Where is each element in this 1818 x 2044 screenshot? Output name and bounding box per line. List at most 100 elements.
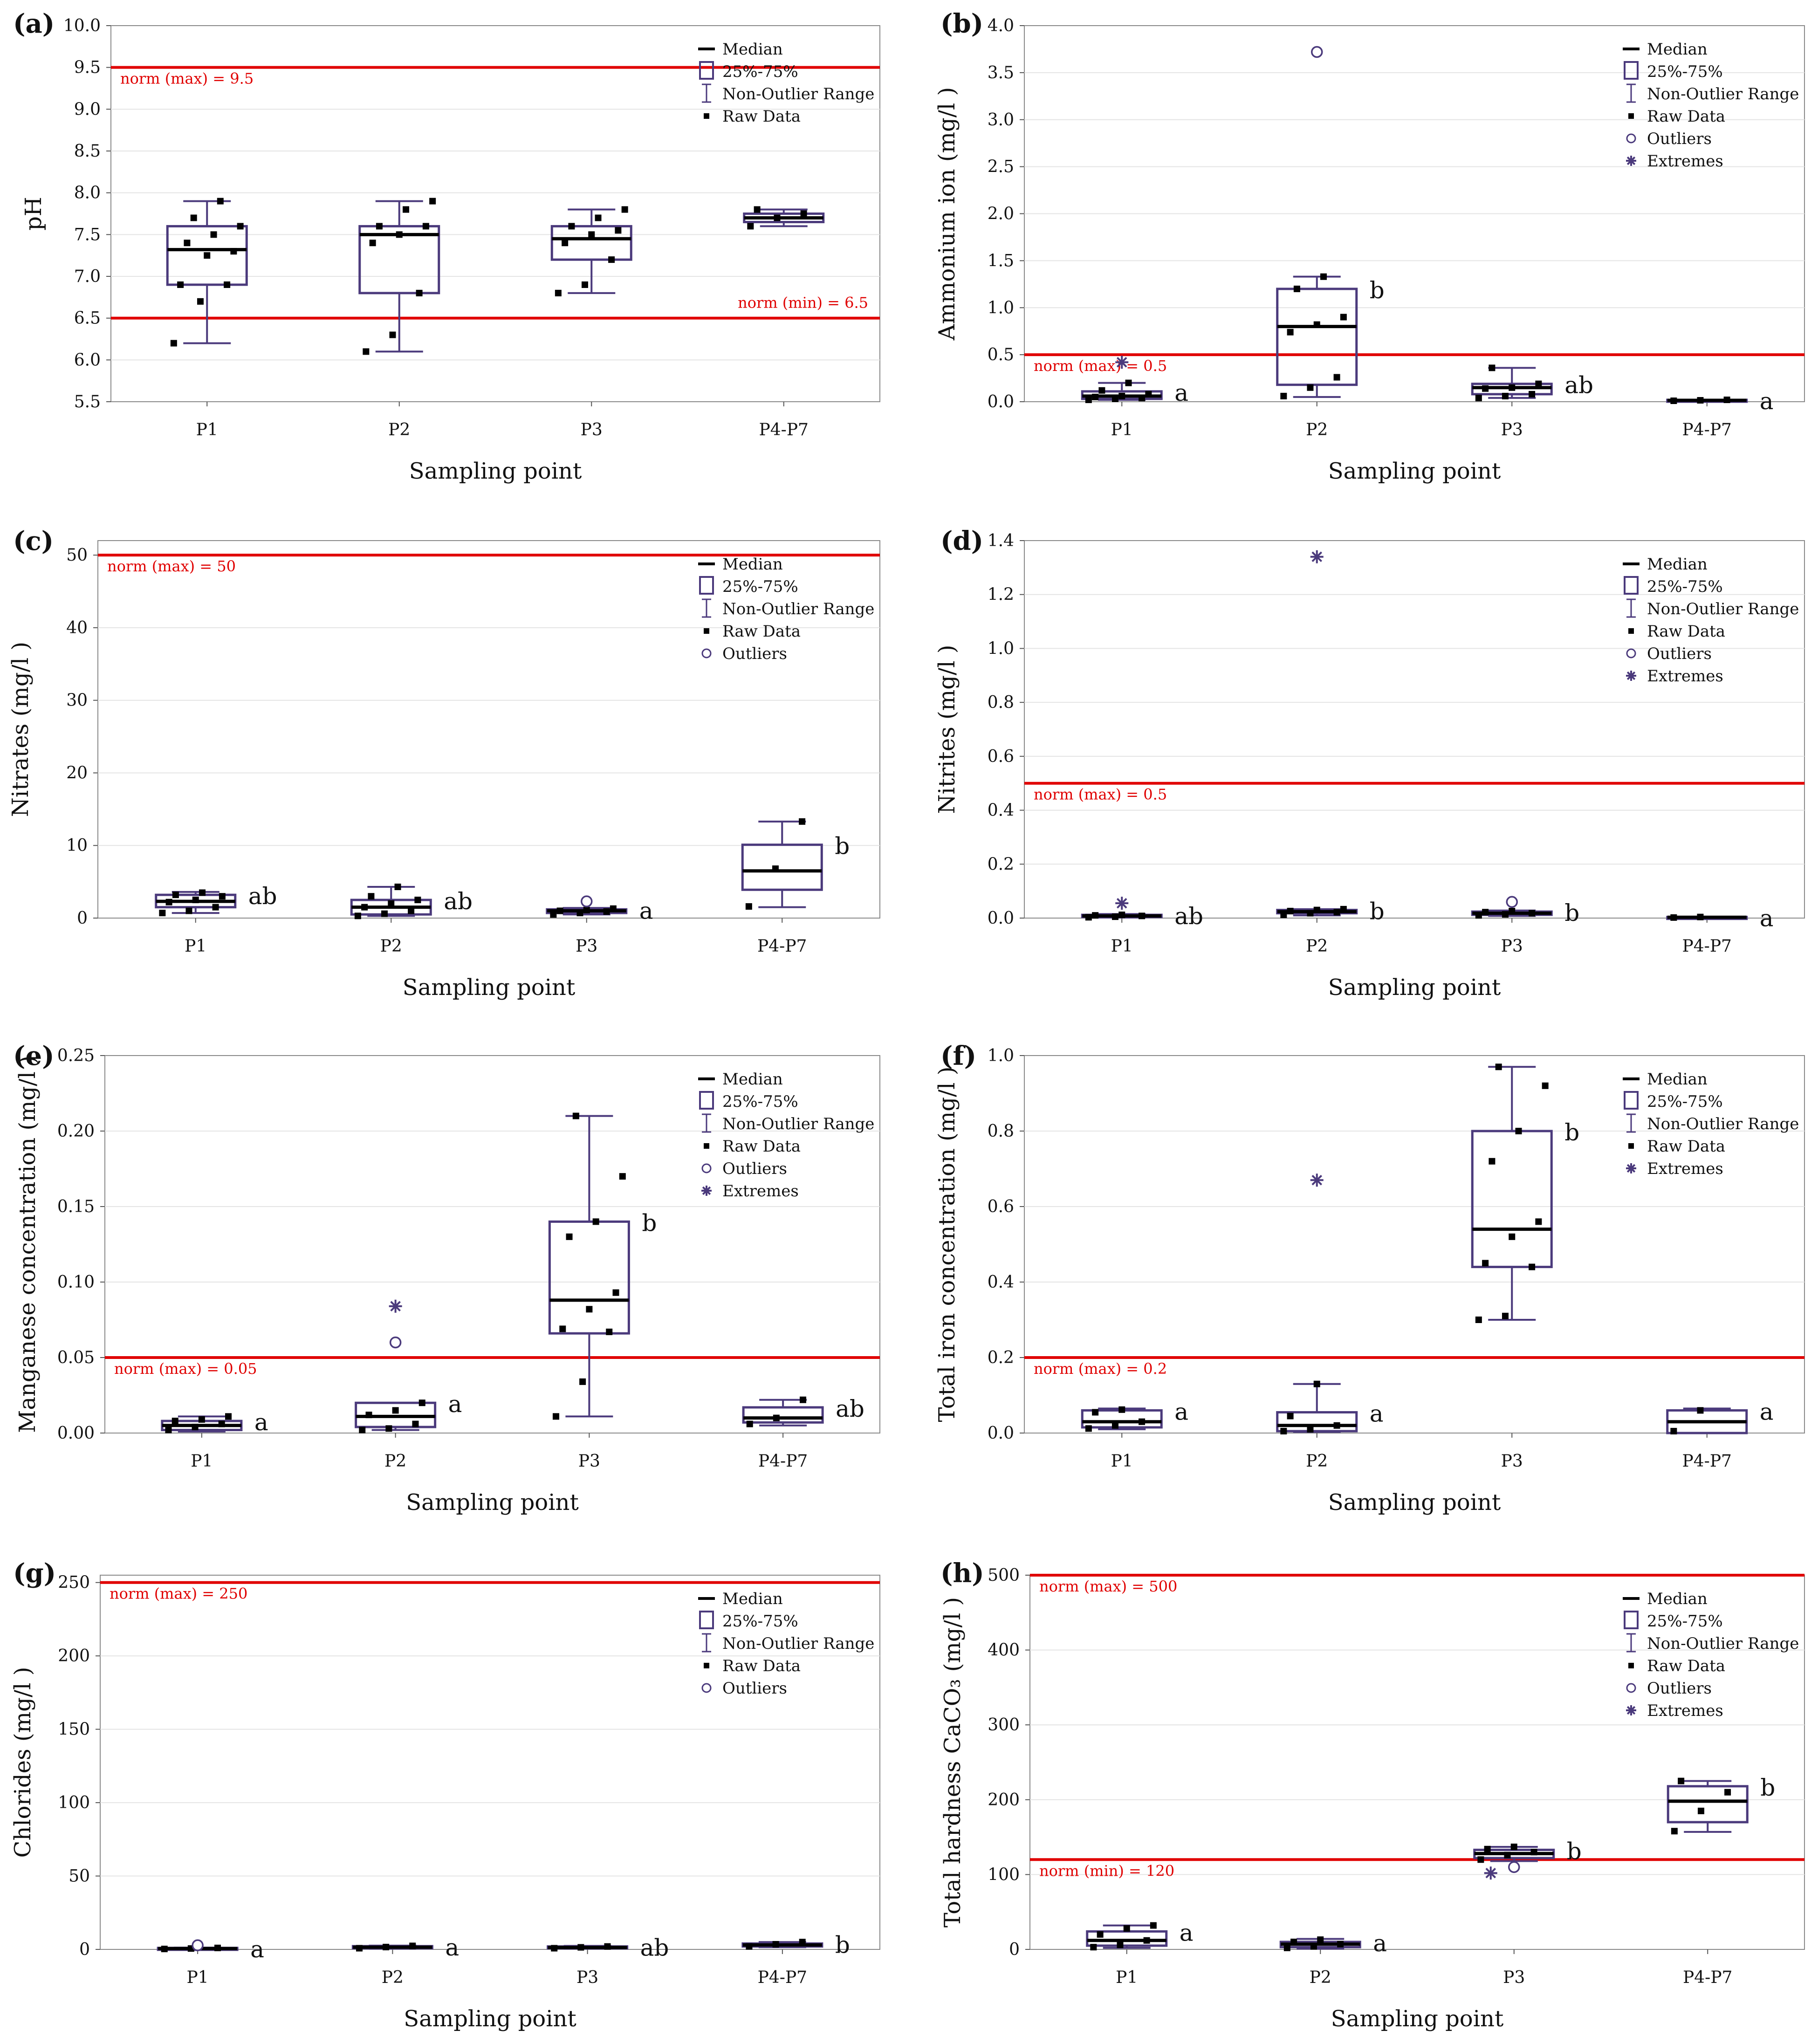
significance-letter: a (1180, 1919, 1194, 1946)
legend-label-outliers: Outliers (722, 1679, 787, 1698)
y-tick-label: 0.25 (57, 1046, 95, 1065)
y-tick-label: 200 (58, 1646, 90, 1666)
legend-label-iqr: 25%-75% (722, 1092, 798, 1111)
raw-point (603, 908, 610, 915)
y-tick-label: 100 (58, 1793, 90, 1812)
extreme-point (1310, 1173, 1324, 1187)
y-tick-label: 0 (79, 1940, 90, 1959)
outlier-point (1508, 1861, 1520, 1873)
raw-point (1150, 1922, 1157, 1929)
y-tick-label: 8.0 (74, 184, 101, 203)
box-plot-P2: a (355, 1299, 462, 1434)
iqr-box (550, 225, 632, 261)
legend: Median 25%-75% Non-Outlier Range Raw Data Ou… (698, 1590, 874, 1698)
y-tick-label: 4.0 (988, 16, 1014, 35)
y-tick-label: 0.0 (988, 1424, 1014, 1443)
x-tick-label: P3 (581, 420, 603, 439)
raw-point (800, 210, 807, 217)
raw-point (361, 904, 368, 911)
x-tick-label: P3 (576, 937, 597, 956)
significance-letter: a (1373, 1930, 1387, 1957)
raw-point (1502, 392, 1509, 399)
raw-point (212, 904, 219, 911)
raw-point (217, 198, 224, 205)
significance-letter: ab (1564, 372, 1593, 399)
y-tick-label: 0.15 (57, 1197, 95, 1216)
iqr-box (741, 844, 823, 891)
significance-letter: a (1760, 388, 1774, 415)
legend-label-median: Median (722, 40, 783, 59)
box-plot-P3: a (546, 895, 653, 924)
raw-point (1092, 912, 1099, 919)
y-tick-label: 0.2 (988, 855, 1014, 874)
box-plot-P1: a (1081, 1398, 1188, 1432)
legend-label-median: Median (1647, 40, 1708, 59)
legend-extreme-swatch (701, 1186, 712, 1196)
legend-label-range: Non-Outlier Range (1647, 85, 1799, 103)
panel-label: (h) (940, 1558, 984, 1589)
raw-point (161, 1946, 168, 1953)
extreme-point (1310, 550, 1324, 563)
significance-letter: ab (444, 888, 473, 915)
box-plot-P4-P7: a (1666, 905, 1774, 932)
panel-label: (c) (13, 526, 54, 556)
y-tick-label: 9.0 (74, 100, 101, 119)
legend-label-median: Median (1647, 1070, 1708, 1089)
y-tick-label: 5.5 (74, 392, 101, 412)
raw-point (1697, 1807, 1704, 1814)
raw-point (1509, 907, 1516, 914)
raw-point (197, 298, 204, 305)
legend-label-outliers: Outliers (722, 645, 787, 663)
y-tick-label: 6.5 (74, 309, 101, 328)
raw-point (772, 1941, 779, 1948)
norm-label: norm (max) = 500 (1039, 1578, 1177, 1595)
y-tick-label: 1.0 (988, 639, 1014, 658)
y-tick-label: 50 (66, 546, 88, 565)
y-tick-label: 300 (988, 1715, 1020, 1735)
box-plot-P2: b (1276, 46, 1385, 399)
y-tick-label: 3.5 (988, 63, 1014, 82)
iqr-box (742, 1406, 824, 1424)
raw-point (799, 1396, 806, 1403)
x-tick-label: P3 (578, 1452, 600, 1471)
x-tick-label: P1 (185, 937, 206, 956)
box-plot-P1: a (157, 1936, 264, 1963)
y-tick-label: 8.5 (74, 142, 101, 161)
iqr-box (1667, 1785, 1749, 1824)
legend-raw-swatch (704, 113, 709, 119)
raw-point (429, 198, 436, 205)
x-tick-label: P1 (1111, 937, 1133, 956)
significance-letter: b (1760, 1774, 1775, 1801)
plot-frame (104, 1055, 880, 1434)
legend-extreme-swatch (1626, 1163, 1636, 1173)
box-plot-P4-P7: b (1667, 1774, 1775, 1835)
raw-point (1307, 1426, 1314, 1433)
box-plot-P4-P7: a (1666, 1398, 1774, 1434)
raw-point (1280, 1427, 1287, 1434)
legend-label-range: Non-Outlier Range (1647, 1115, 1799, 1133)
legend-label-median: Median (722, 1070, 783, 1089)
raw-point (388, 900, 395, 907)
legend-label-iqr: 25%-75% (722, 62, 798, 81)
raw-point (551, 1945, 558, 1952)
raw-point (214, 1944, 221, 1951)
legend-label-outliers: Outliers (1647, 1679, 1712, 1698)
x-axis-label: Sampling point (1331, 2006, 1504, 2032)
legend-label-range: Non-Outlier Range (722, 600, 874, 618)
box-plot-P3 (550, 206, 632, 296)
raw-point (359, 1427, 366, 1434)
x-tick-label: P1 (1111, 1452, 1133, 1471)
raw-point (1139, 912, 1146, 919)
raw-point (576, 910, 583, 917)
raw-point (1111, 913, 1118, 920)
x-tick-label: P4-P7 (759, 420, 809, 439)
x-tick-label: P2 (1306, 1452, 1328, 1471)
x-axis-label: Sampling point (406, 1489, 579, 1516)
legend-label-range: Non-Outlier Range (1647, 600, 1799, 618)
panel-label: (f) (940, 1041, 976, 1071)
raw-point (381, 910, 388, 917)
significance-letter: a (250, 1936, 264, 1963)
x-tick-label: P1 (191, 1452, 213, 1471)
extreme-star-stroke (1626, 671, 1636, 680)
legend-label-median: Median (722, 1590, 783, 1608)
